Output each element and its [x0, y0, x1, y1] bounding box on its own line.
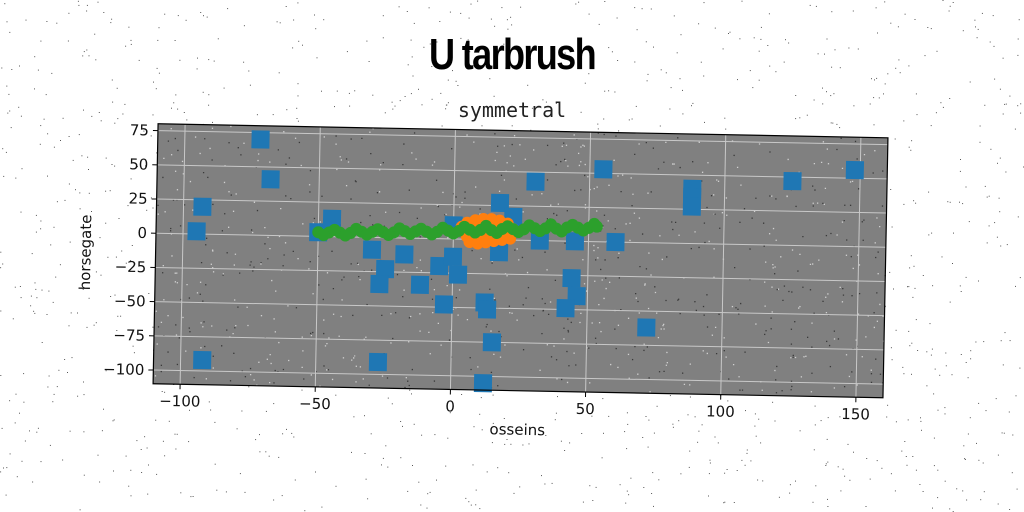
series-3-point	[350, 222, 363, 235]
series-3-point	[339, 229, 352, 242]
grid-line-x	[179, 124, 186, 385]
grid-line-y	[154, 301, 885, 317]
series-1-point	[370, 274, 389, 294]
series-3-point	[425, 228, 438, 241]
series-3-point	[458, 220, 471, 233]
y-tick-label: 50	[129, 155, 148, 173]
grid-line-y	[155, 232, 886, 248]
series-1-point	[430, 256, 449, 276]
plot-area-wrapper: −100 −50 0 50 100 150 75 50 25 0 −25 −50 −75 −100 os…	[57, 114, 903, 460]
series-1-point	[783, 171, 802, 191]
series-3-point	[393, 222, 406, 235]
series-3-point	[447, 227, 460, 240]
series-1-point	[489, 242, 509, 262]
series-1-point	[526, 172, 545, 191]
grid-line-x	[720, 134, 727, 395]
series-1-point	[251, 130, 270, 149]
series-1-point	[395, 245, 414, 264]
series-3-point	[523, 219, 536, 232]
x-axis-label: osseins	[489, 420, 545, 439]
plot-background	[153, 123, 888, 398]
grid-line-x	[855, 137, 862, 398]
y-tick-label: −50	[114, 292, 146, 311]
series-1-point	[482, 333, 502, 352]
x-tick-label: 0	[445, 397, 455, 415]
series-1-point	[490, 193, 510, 213]
series-1-point	[448, 265, 468, 284]
y-axis-label: horsegate	[76, 214, 95, 290]
series-3-point	[577, 224, 590, 237]
y-axis-ticks: 75 50 25 0 −25 −50 −75 −100	[103, 121, 158, 379]
series-3-point	[328, 223, 341, 236]
x-tick-label: 150	[841, 405, 870, 424]
series-1-point	[410, 275, 430, 295]
plot-frame	[152, 123, 889, 399]
series-1-point	[606, 232, 625, 252]
x-tick-label: −50	[299, 395, 331, 414]
series-1-point	[362, 240, 382, 259]
y-tick-label: −75	[113, 326, 145, 345]
y-tick-label: −25	[114, 258, 146, 277]
series-1-point	[530, 231, 549, 250]
series-1-point	[434, 295, 454, 314]
series-3-point	[490, 226, 503, 239]
series-3-point	[382, 228, 395, 241]
series-1-point	[682, 197, 702, 216]
x-tick-label: −100	[159, 392, 201, 411]
y-tick-label: −100	[103, 360, 145, 379]
series-1-point	[565, 232, 585, 251]
series-1-point	[322, 209, 342, 229]
series-3-point	[404, 228, 417, 241]
series-1-point	[594, 160, 613, 179]
figure-title: U tarbrush	[428, 30, 597, 79]
series-3-point	[566, 218, 579, 231]
series-1-point	[637, 318, 656, 337]
series-3-point	[360, 228, 373, 241]
series-3-point	[480, 219, 493, 232]
series-3-point	[555, 225, 568, 238]
series-1-point	[368, 352, 388, 372]
series-3-point	[469, 226, 482, 239]
series-3-point	[501, 220, 514, 233]
series-1-point	[375, 259, 395, 279]
grid-line-y	[155, 266, 886, 282]
series-1-point	[443, 247, 463, 266]
grid-line-y	[156, 198, 887, 214]
series-1-point	[556, 299, 575, 318]
grid-line-x	[314, 126, 321, 387]
series-3-point	[534, 225, 547, 238]
x-tick-label: 100	[706, 402, 735, 421]
data-marks	[187, 130, 865, 393]
series-1-point	[473, 374, 493, 393]
y-tick-label: 75	[130, 121, 149, 139]
series-2-point	[504, 232, 517, 245]
grid-line-x	[585, 132, 592, 393]
series-1-point	[193, 350, 212, 370]
x-axis-ticks: −100 −50 0 50 100 150	[159, 384, 870, 424]
grid-line-y	[153, 335, 884, 351]
chart-subtitle: symmetral	[457, 98, 567, 122]
series-3-point	[317, 229, 330, 242]
x-tick-label: 50	[576, 400, 595, 418]
scatter-chart: −100 −50 0 50 100 150 75 50 25 0 −25 −50 −75 −100 os…	[76, 121, 889, 439]
series-3-point	[544, 218, 557, 231]
y-tick-label: 0	[137, 224, 147, 242]
series-3-point	[415, 222, 428, 235]
series-3-point	[436, 221, 449, 234]
grid-line-y	[157, 130, 888, 146]
plot-noise	[154, 125, 886, 394]
series-1-point	[187, 222, 206, 241]
series-1-point	[477, 300, 497, 319]
series-1-point	[193, 197, 212, 216]
series-1-point	[261, 170, 280, 189]
series-3-point	[371, 223, 384, 236]
series-3-point	[512, 225, 525, 238]
series-1-point	[845, 160, 865, 180]
grid-line-y	[153, 369, 884, 385]
grid-line-y	[157, 164, 888, 180]
grid-lines	[153, 124, 888, 398]
series-3-point	[588, 217, 601, 230]
series-1-point	[562, 269, 581, 288]
y-tick-label: 25	[128, 190, 147, 208]
